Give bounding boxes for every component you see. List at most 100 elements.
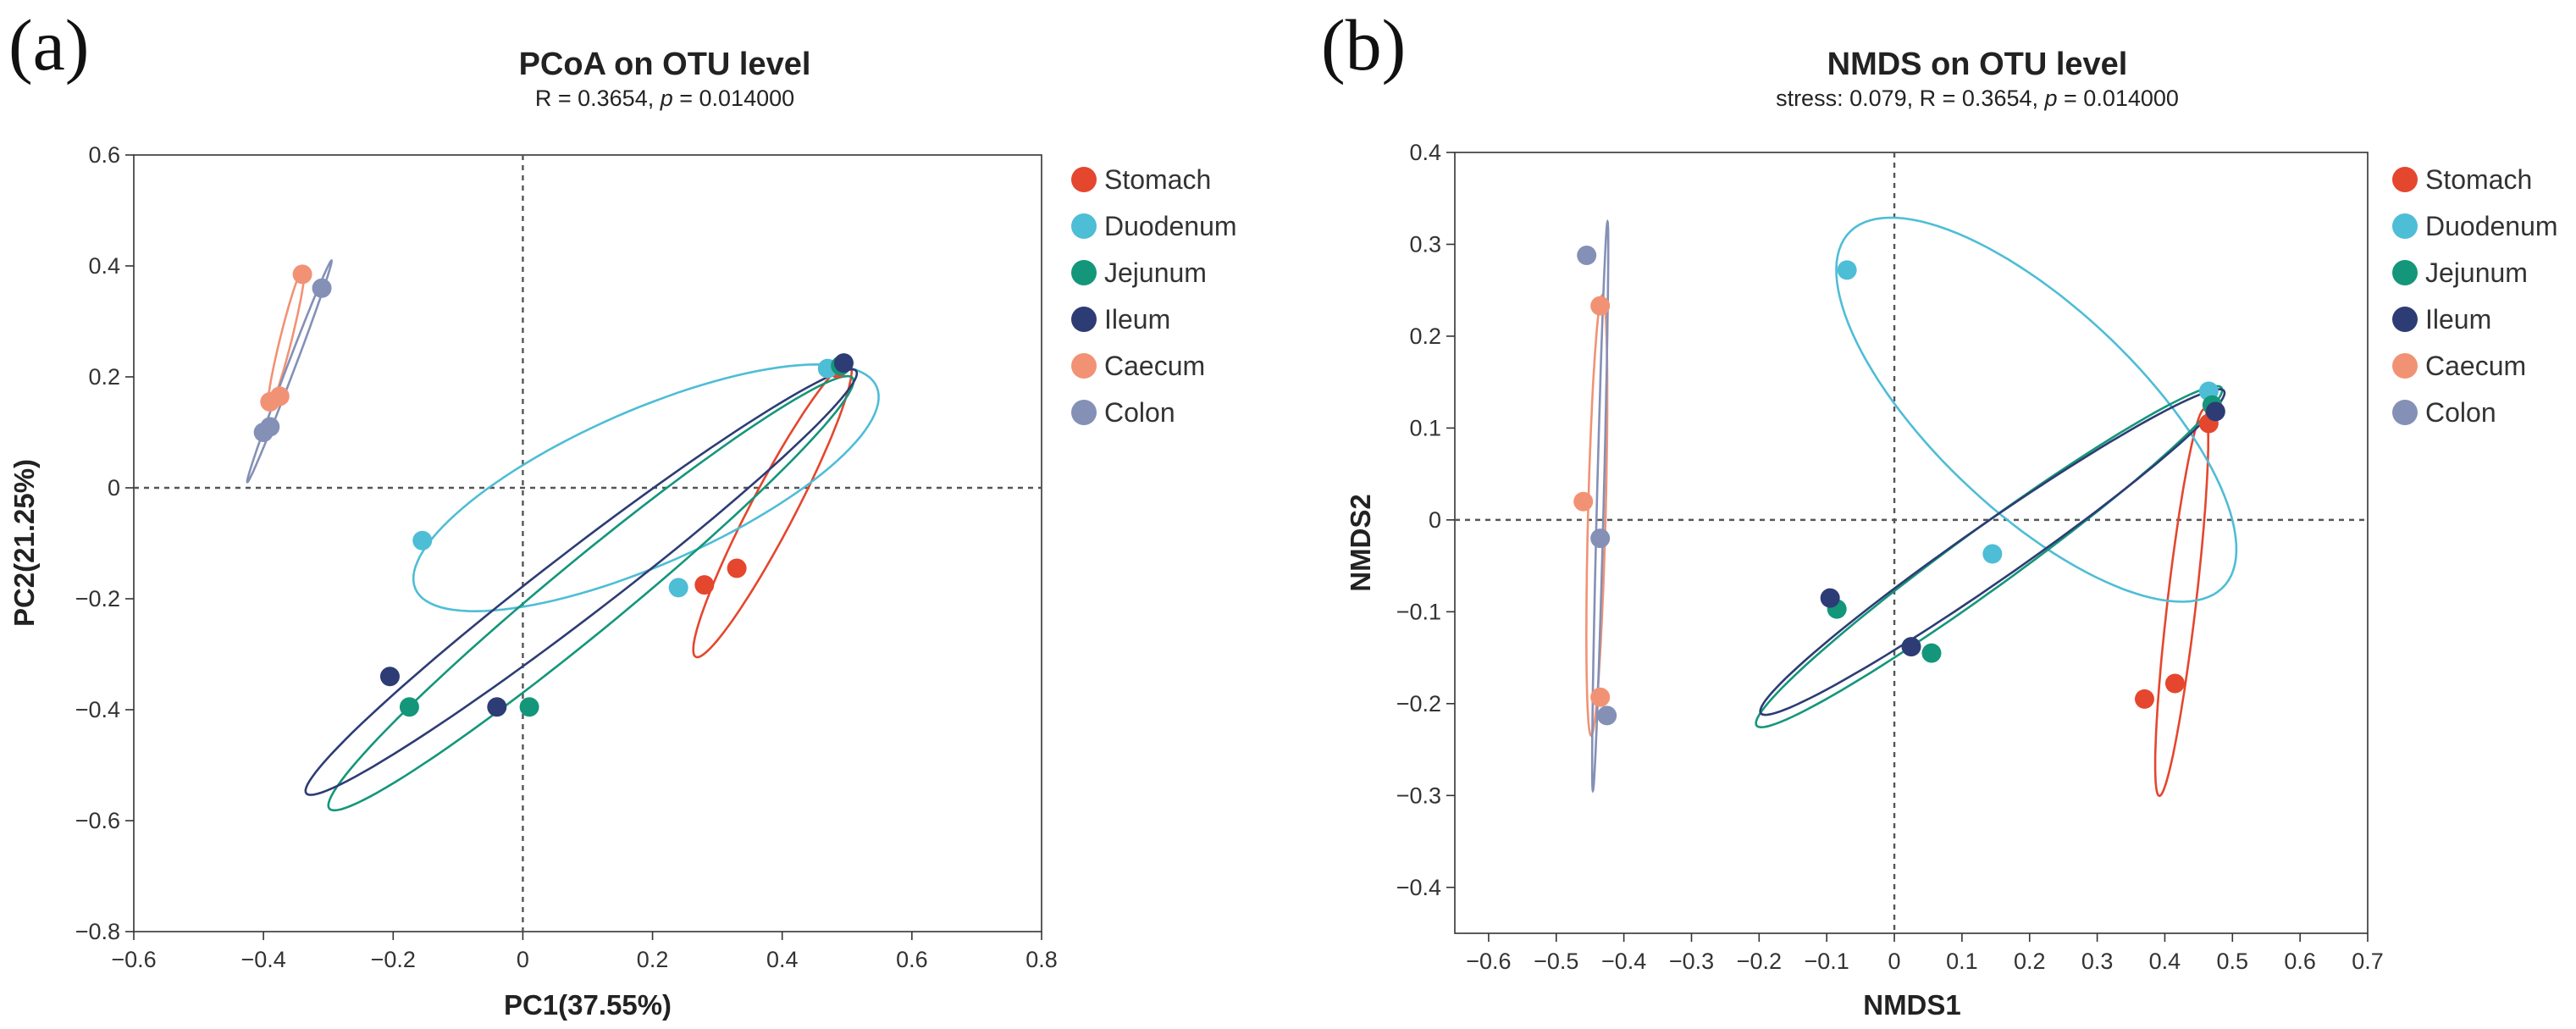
point-colon-1 (1577, 245, 1597, 265)
legend-label-caecum: Caecum (2425, 351, 2526, 381)
panel-a-subtitle-suffix: = 0.014000 (673, 86, 794, 111)
x-tick-label: 0.1 (1946, 949, 1978, 974)
x-tick-label: −0.2 (1737, 949, 1782, 974)
y-tick-label: 0.4 (1409, 140, 1441, 165)
panel-b-x-ticks: −0.6 −0.5 −0.4 −0.3 −0.2 −0.1 0 0.1 0.2 0.3 0.4 0.5… (1466, 933, 2384, 974)
legend-label-duodenum: Duodenum (2425, 211, 2558, 241)
x-tick-label: −0.5 (1534, 949, 1578, 974)
ellipse-colon (246, 258, 333, 484)
point-duodenum-2 (1982, 544, 2003, 564)
y-tick-label: −0.3 (1396, 783, 1441, 808)
x-tick-label: 0.4 (2149, 949, 2181, 974)
panel-b-letter: (b) (1321, 4, 1406, 86)
legend-marker-jejunum (2392, 260, 2418, 285)
panel-b-subtitle: stress: 0.079, R = 0.3654, p = 0.014000 (1776, 86, 2179, 111)
point-caecum-2 (1590, 296, 1611, 316)
y-tick-label: 0.6 (88, 142, 120, 168)
y-tick-label: 0 (1429, 507, 1441, 533)
panel-a-y-axis-label: PC2(21.25%) (8, 459, 40, 627)
legend-label-stomach: Stomach (1104, 164, 1211, 195)
legend-marker-colon (1071, 400, 1097, 425)
legend-marker-ileum (2392, 307, 2418, 332)
panel-a-legend: Stomach Duodenum Jejunum Ileum Caecum Colon (1071, 164, 1237, 428)
point-ileum-2 (1901, 637, 1921, 657)
x-tick-label: 0.3 (2081, 949, 2114, 974)
x-tick-label: −0.4 (240, 947, 285, 972)
x-tick-label: 0 (517, 947, 529, 972)
point-duodenum-1 (1837, 260, 1857, 280)
legend-label-ileum: Ileum (2425, 304, 2491, 335)
point-stomach-2 (2164, 673, 2185, 694)
point-ileum-1 (379, 667, 400, 687)
x-tick-label: 0.2 (2014, 949, 2046, 974)
legend-label-duodenum: Duodenum (1104, 211, 1237, 241)
ellipse-ileum (1759, 388, 2226, 716)
panel-b-ellipses (1584, 216, 2238, 798)
panel-b-points (1573, 245, 2225, 726)
x-tick-label: −0.6 (111, 947, 156, 972)
ellipse-duodenum (1835, 216, 2238, 603)
ellipse-colon (1590, 219, 1610, 794)
point-stomach-1 (2134, 689, 2154, 709)
x-tick-label: 0.5 (2217, 949, 2249, 974)
panel-b: (b) NMDS on OTU level stress: 0.079, R =… (1321, 4, 2558, 1021)
legend-marker-duodenum (2392, 213, 2418, 239)
legend-label-jejunum: Jejunum (1104, 257, 1207, 288)
ellipse-duodenum (412, 362, 880, 613)
y-tick-label: 0.3 (1409, 231, 1441, 257)
panel-b-subtitle-p: p (2044, 86, 2058, 111)
legend-marker-stomach (1071, 167, 1097, 192)
panel-a-subtitle: R = 0.3654, p = 0.014000 (535, 86, 794, 111)
panel-a-letter: (a) (8, 4, 89, 86)
ellipse-jejunum (327, 374, 855, 812)
panel-b-x-axis-label: NMDS1 (1863, 989, 1961, 1021)
ellipse-caecum (1584, 293, 1609, 738)
y-tick-label: −0.2 (75, 586, 120, 611)
y-tick-label: 0.2 (88, 364, 120, 390)
point-caecum-1 (1573, 491, 1594, 512)
point-ileum-1 (1820, 588, 1840, 608)
panel-b-legend: Stomach Duodenum Jejunum Ileum Caecum Colon (2392, 164, 2558, 428)
point-ileum-3 (833, 353, 854, 373)
y-tick-label: 0.2 (1409, 324, 1441, 349)
point-caecum-1 (292, 264, 312, 285)
legend-marker-ileum (1071, 307, 1097, 332)
y-tick-label: −0.1 (1396, 599, 1441, 624)
legend-label-colon: Colon (1104, 397, 1175, 428)
legend-label-caecum: Caecum (1104, 351, 1205, 381)
legend-marker-colon (2392, 400, 2418, 425)
x-tick-label: 0.4 (766, 947, 799, 972)
point-caecum-3 (260, 391, 280, 412)
y-tick-label: −0.4 (1396, 875, 1441, 900)
point-caecum-3 (1590, 687, 1611, 707)
panel-a-subtitle-prefix: R = 0.3654, (535, 86, 661, 111)
point-duodenum-1 (412, 530, 433, 550)
point-stomach-1 (694, 575, 715, 595)
x-tick-label: 0.2 (637, 947, 669, 972)
panel-a-x-ticks: −0.6 −0.4 −0.2 0 0.2 0.4 0.6 0.8 (111, 932, 1058, 972)
panel-a: (a) PCoA on OTU level R = 0.3654, p = 0.… (8, 4, 1237, 1021)
y-tick-label: −0.2 (1396, 691, 1441, 716)
ellipse-stomach (2153, 407, 2209, 798)
legend-label-stomach: Stomach (2425, 164, 2532, 195)
y-tick-label: 0.4 (88, 253, 120, 279)
x-tick-label: −0.3 (1669, 949, 1714, 974)
point-colon-2 (1590, 528, 1611, 549)
panel-a-points (253, 264, 854, 717)
point-colon-3 (1597, 705, 1617, 726)
legend-marker-jejunum (1071, 260, 1097, 285)
panel-b-subtitle-suffix: = 0.014000 (2058, 86, 2179, 111)
point-duodenum-2 (668, 578, 688, 598)
point-colon-3 (253, 423, 274, 442)
panel-b-title: NMDS on OTU level (1827, 47, 2128, 82)
x-tick-label: 0.6 (896, 947, 928, 972)
x-tick-label: −0.2 (371, 947, 416, 972)
panel-a-zero-lines (134, 155, 1042, 932)
panel-b-subtitle-prefix: stress: 0.079, R = 0.3654, (1776, 86, 2044, 111)
panel-a-plot-frame (133, 154, 1042, 932)
point-stomach-2 (727, 558, 747, 578)
y-tick-label: −0.8 (75, 919, 120, 944)
panel-b-zero-lines (1455, 152, 2368, 933)
legend-marker-caecum (1071, 353, 1097, 379)
